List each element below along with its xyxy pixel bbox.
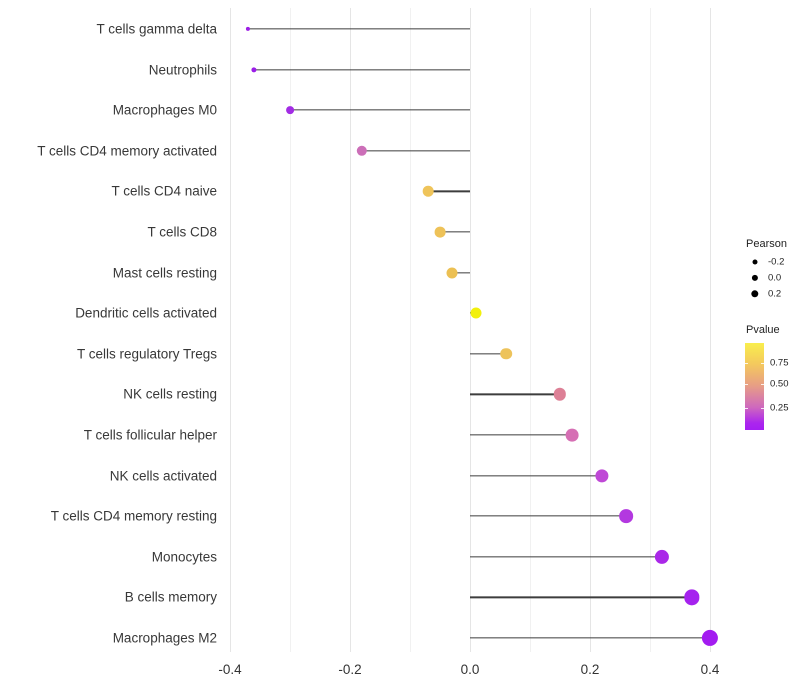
category-label: T cells gamma delta xyxy=(96,21,217,37)
lollipop-dot xyxy=(286,106,294,115)
gridline-major xyxy=(230,8,231,652)
gridline-minor xyxy=(410,8,411,652)
category-label: T cells CD8 xyxy=(147,224,217,240)
size-legend-label: 0.0 xyxy=(768,272,782,284)
category-label: Dendritic cells activated xyxy=(75,305,217,321)
lollipop-stick xyxy=(470,353,506,355)
lollipop-dot xyxy=(356,145,368,156)
colorbar-tick-label: 0.25 xyxy=(770,402,789,414)
gridline-minor xyxy=(650,8,651,652)
lollipop-stick xyxy=(440,231,470,233)
category-label: T cells CD4 memory resting xyxy=(50,508,217,524)
lollipop-stick xyxy=(470,474,602,477)
x-axis-tick-label: 0.2 xyxy=(580,662,600,677)
colorbar-tick xyxy=(761,383,764,385)
lollipop-dot xyxy=(470,307,482,319)
gridline-minor xyxy=(290,8,291,652)
category-label: B cells memory xyxy=(124,589,217,605)
lollipop-stick xyxy=(470,515,626,517)
lollipop-dot xyxy=(500,348,512,360)
size-legend-label: -0.2 xyxy=(768,256,785,268)
lollipop-dot xyxy=(434,226,446,238)
lollipop-dot xyxy=(654,549,670,564)
colorbar-tick xyxy=(745,408,748,410)
colorbar-tick xyxy=(745,363,748,364)
lollipop-dot xyxy=(422,186,434,197)
category-label: Macrophages M0 xyxy=(112,102,217,118)
lollipop-dot xyxy=(553,388,567,401)
lollipop-stick xyxy=(470,556,662,558)
x-axis-tick-label: 0.4 xyxy=(700,662,720,677)
pvalue-colorbar xyxy=(745,343,764,430)
category-label: T cells CD4 naive xyxy=(111,183,217,199)
color-legend-title: Pvalue xyxy=(746,324,780,336)
lollipop-stick xyxy=(362,150,470,152)
lollipop-stick xyxy=(470,637,710,639)
category-label: T cells CD4 memory activated xyxy=(37,143,217,159)
lollipop-stick xyxy=(452,271,470,274)
size-legend-label: 0.2 xyxy=(768,288,782,300)
gridline-major xyxy=(350,8,351,652)
category-label: Neutrophils xyxy=(148,62,217,78)
x-axis-tick-label: -0.4 xyxy=(218,662,242,677)
gridline-major xyxy=(470,8,471,652)
lollipop-stick xyxy=(428,190,470,193)
lollipop-dot xyxy=(565,428,579,442)
lollipop-stick xyxy=(470,596,692,599)
category-label: T cells follicular helper xyxy=(83,427,217,443)
x-axis-tick-label: -0.2 xyxy=(338,662,362,677)
category-label: T cells regulatory Tregs xyxy=(76,346,217,362)
gridline-major xyxy=(590,8,591,652)
lollipop-stick xyxy=(248,28,470,30)
category-label: NK cells resting xyxy=(123,386,217,402)
gridline-major xyxy=(710,8,711,652)
category-label: Mast cells resting xyxy=(112,265,217,281)
lollipop-stick xyxy=(470,434,572,436)
lollipop-dot xyxy=(701,629,719,647)
size-legend-title: Pearson xyxy=(746,238,787,250)
lollipop-dot xyxy=(446,267,458,279)
size-legend-dot xyxy=(751,274,759,282)
colorbar-tick-label: 0.75 xyxy=(770,357,789,369)
lollipop-stick xyxy=(470,393,560,396)
lollipop-dot xyxy=(619,509,633,524)
category-label: Monocytes xyxy=(151,549,217,565)
category-label: Macrophages M2 xyxy=(112,630,217,646)
colorbar-tick xyxy=(761,408,764,410)
colorbar-tick xyxy=(745,383,748,385)
size-legend-dot xyxy=(752,259,758,265)
lollipop-stick xyxy=(290,109,470,111)
gridline-minor xyxy=(530,8,531,652)
lollipop-dot xyxy=(251,67,257,73)
lollipop-dot xyxy=(595,469,609,483)
size-legend-dot xyxy=(751,290,759,298)
lollipop-dot xyxy=(684,589,700,606)
x-axis-tick-label: 0.0 xyxy=(460,662,480,677)
lollipop-stick xyxy=(254,68,470,71)
category-label: NK cells activated xyxy=(109,468,217,484)
colorbar-tick xyxy=(761,363,764,364)
colorbar-tick-label: 0.50 xyxy=(770,378,789,390)
lollipop-dot xyxy=(245,26,251,32)
